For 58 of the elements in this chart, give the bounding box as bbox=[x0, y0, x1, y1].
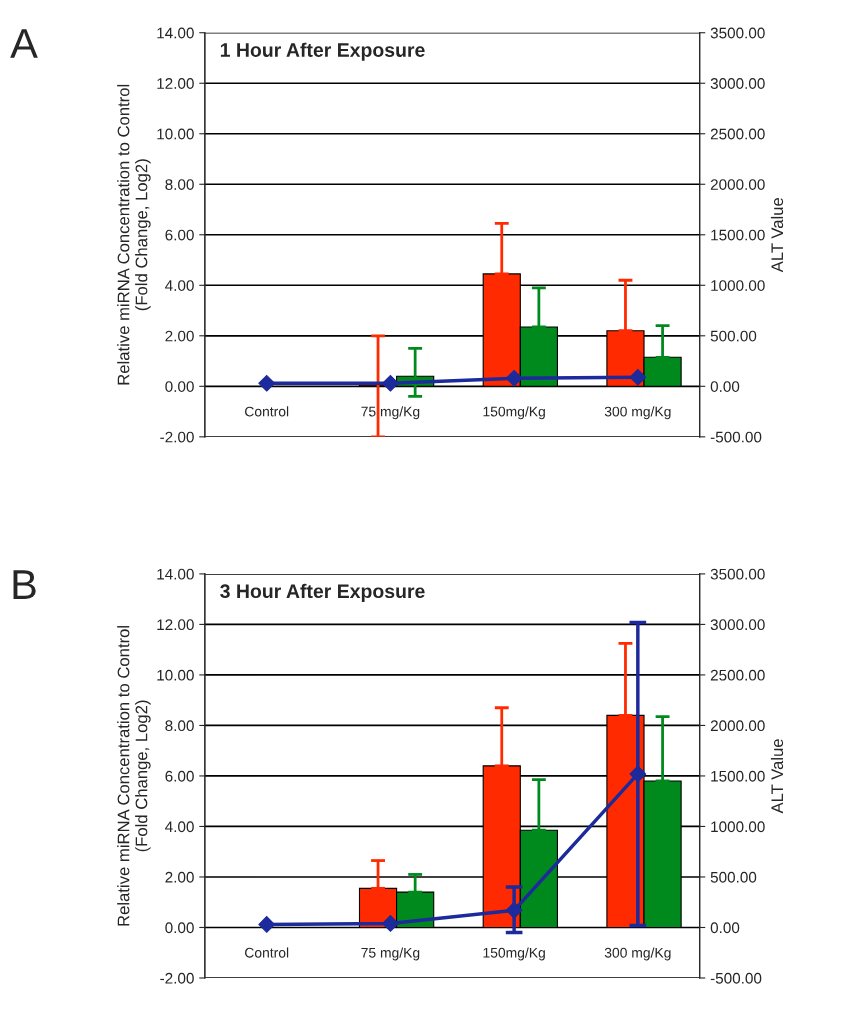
x-tick-label: 150mg/Kg bbox=[483, 406, 545, 420]
x-tick-label: Control bbox=[245, 406, 289, 417]
point bbox=[258, 374, 276, 392]
point bbox=[505, 369, 523, 387]
y-axis-title: Relative miRNA Concentration to Control (Fold Change, Log2) bbox=[117, 626, 151, 926]
y-tick-label: 4.00 bbox=[165, 821, 194, 833]
y-tick-label: 0.00 bbox=[165, 922, 194, 934]
y2-tick-label: 2500.00 bbox=[710, 669, 765, 681]
chart-title: 1 Hour After Exposure bbox=[220, 42, 425, 61]
y-tick-label: 12.00 bbox=[157, 619, 194, 631]
y-tick-label: -2.00 bbox=[160, 972, 194, 984]
y-tick-label: 4.00 bbox=[165, 280, 194, 291]
x-tick-label: 300 mg/Kg bbox=[604, 947, 671, 961]
y-tick-label: 6.00 bbox=[165, 229, 194, 241]
y-tick-label: 14.00 bbox=[157, 568, 194, 580]
y-tick-label: 0.00 bbox=[165, 381, 194, 392]
y2-tick-label: 3500.00 bbox=[710, 568, 765, 580]
x-tick-label: Control bbox=[245, 947, 289, 958]
point bbox=[382, 374, 399, 392]
y2-tick-label: 2500.00 bbox=[710, 128, 765, 140]
y2-tick-label: 3000.00 bbox=[710, 619, 765, 631]
x-tick-label: 75 mg/Kg bbox=[361, 406, 420, 420]
y2-tick-label: -500.00 bbox=[710, 972, 762, 984]
y2-tick-label: 2000.00 bbox=[710, 720, 765, 732]
y-tick-label: 14.00 bbox=[157, 27, 194, 39]
y-tick-label: 10.00 bbox=[157, 128, 194, 140]
y2-tick-label: -500.00 bbox=[710, 431, 762, 443]
y2-tick-label: 1500.00 bbox=[711, 770, 765, 782]
y-tick-label: 8.00 bbox=[165, 720, 194, 732]
x-tick-label: 75 mg/Kg bbox=[361, 947, 420, 961]
y2-tick-label: 3000.00 bbox=[710, 78, 765, 89]
x-tick-label: 300 mg/Kg bbox=[604, 406, 671, 420]
y2-tick-label: 3500.00 bbox=[710, 27, 765, 39]
y2-tick-label: 0.00 bbox=[710, 922, 740, 934]
y-tick-label: 12.00 bbox=[157, 78, 194, 89]
point bbox=[258, 916, 276, 933]
point bbox=[382, 915, 399, 932]
y-tick-label: -2.00 bbox=[160, 431, 194, 443]
y-tick-label: 8.00 bbox=[165, 179, 194, 190]
y-tick-label: 2.00 bbox=[165, 330, 194, 342]
y-axis-title: Relative miRNA Concentration to Control (Fold Change, Log2) bbox=[117, 84, 151, 385]
text: A bbox=[10, 29, 38, 58]
text: B bbox=[13, 570, 36, 599]
y2-tick-label: 500.00 bbox=[710, 330, 757, 342]
y-tick-label: 2.00 bbox=[165, 871, 194, 883]
y2-tick-label: 1000.00 bbox=[711, 821, 765, 833]
y2-axis-title: ALT Value bbox=[770, 739, 784, 814]
x-tick-label: 150mg/Kg bbox=[483, 947, 545, 961]
y2-tick-label: 1000.00 bbox=[711, 280, 765, 291]
y2-axis-title: ALT Value bbox=[770, 197, 784, 273]
y2-tick-label: 2000.00 bbox=[710, 179, 765, 190]
y-tick-label: 10.00 bbox=[157, 669, 194, 681]
y2-tick-label: 500.00 bbox=[710, 871, 757, 883]
y-tick-label: 6.00 bbox=[165, 770, 194, 782]
y2-tick-label: 1500.00 bbox=[711, 229, 765, 241]
chart-title: 3 Hour After Exposure bbox=[220, 583, 425, 602]
point bbox=[629, 368, 647, 386]
y2-tick-label: 0.00 bbox=[710, 381, 740, 392]
